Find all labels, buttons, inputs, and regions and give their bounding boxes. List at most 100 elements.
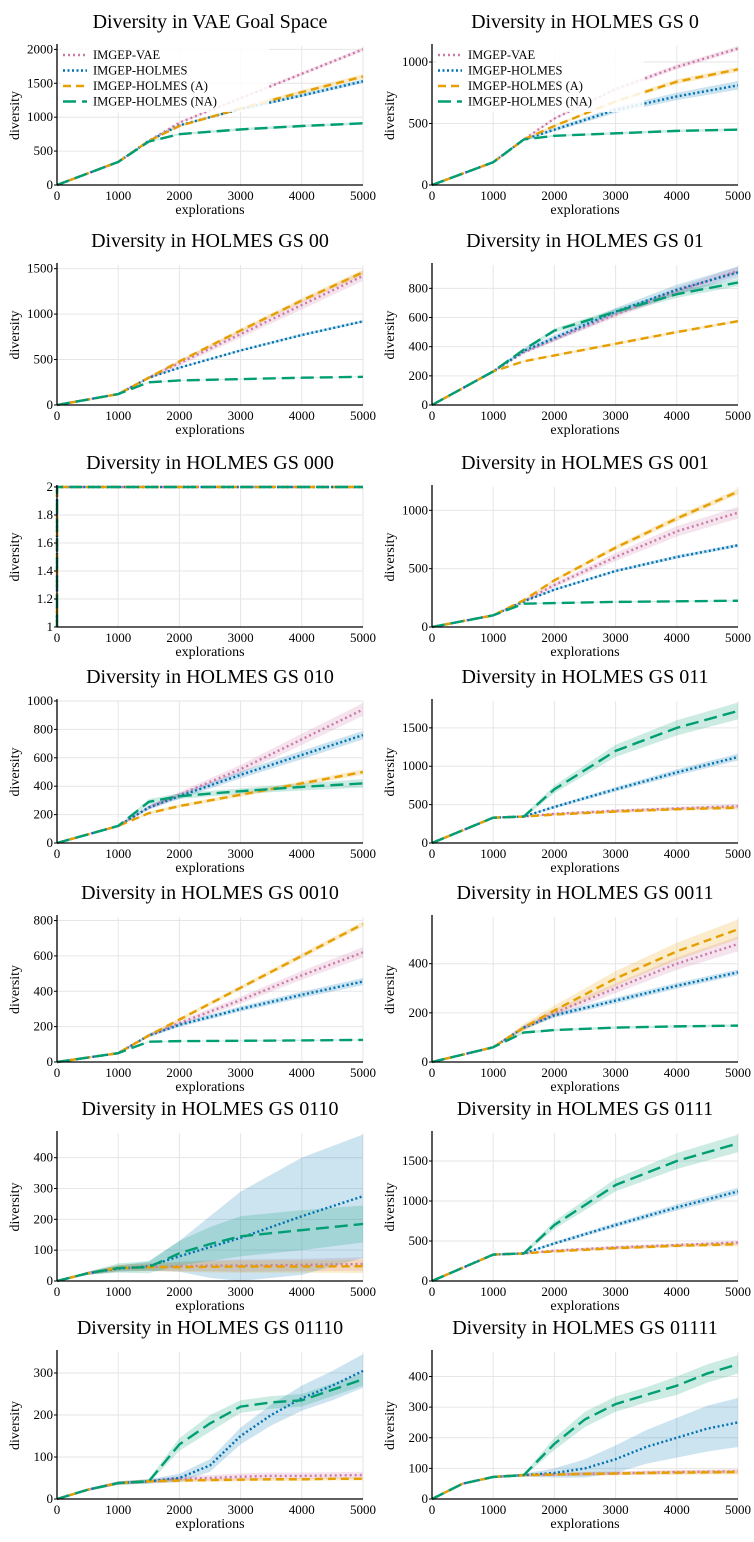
x-tick-label: 2000 <box>541 1502 567 1517</box>
series-band <box>432 543 738 627</box>
y-tick-label: 0 <box>47 835 54 850</box>
y-tick-label: 200 <box>34 1407 54 1422</box>
series-band <box>57 79 363 185</box>
y-tick-label: 0 <box>47 1491 54 1506</box>
series-line <box>56 1369 364 1501</box>
series-line <box>431 1243 739 1283</box>
y-axis-label: diversity <box>383 965 398 1014</box>
y-tick-label: 1.2 <box>37 591 53 606</box>
y-tick-label: 600 <box>409 310 429 325</box>
x-tick-label: 5000 <box>350 188 376 203</box>
y-tick-label: 0 <box>47 1054 54 1069</box>
x-tick-label: 4000 <box>289 846 315 861</box>
x-tick-label: 2000 <box>166 1065 192 1080</box>
x-tick-label: 2000 <box>166 1502 192 1517</box>
x-tick-label: 0 <box>54 1502 61 1517</box>
y-tick-label: 800 <box>34 913 54 928</box>
series-band <box>432 488 738 627</box>
y-axis-label: diversity <box>383 91 398 140</box>
legend-label: IMGEP-HOLMES <box>468 64 562 78</box>
x-axis-label: explorations <box>175 1517 244 1532</box>
series-line <box>431 942 739 1064</box>
series-band <box>57 487 363 627</box>
chart-title: Diversity in HOLMES GS 011 <box>461 666 708 688</box>
x-tick-label: 3000 <box>228 846 254 861</box>
y-axis-label: diversity <box>8 965 23 1014</box>
series-band <box>432 969 738 1062</box>
series-line <box>431 1363 739 1501</box>
x-tick-label: 3000 <box>228 630 254 645</box>
series-line <box>55 485 363 628</box>
x-tick-label: 5000 <box>725 1502 751 1517</box>
x-tick-label: 4000 <box>664 630 690 645</box>
chart-title: Diversity in HOLMES GS 00 <box>91 230 329 252</box>
x-axis-label: explorations <box>550 203 619 218</box>
x-tick-label: 3000 <box>228 408 254 423</box>
y-axis-label: diversity <box>8 748 23 797</box>
x-tick-label: 5000 <box>725 1065 751 1080</box>
y-tick-label: 300 <box>34 1181 54 1196</box>
x-axis-label: explorations <box>175 861 244 876</box>
y-tick-label: 500 <box>34 352 54 367</box>
y-tick-label: 1.8 <box>37 507 53 522</box>
y-tick-label: 300 <box>409 1399 429 1414</box>
y-tick-label: 500 <box>34 143 54 158</box>
y-tick-label: 600 <box>34 948 54 963</box>
y-tick-label: 200 <box>409 1430 429 1445</box>
y-axis-label: diversity <box>8 1401 23 1450</box>
x-tick-label: 2000 <box>166 846 192 861</box>
legend-label: IMGEP-HOLMES <box>93 64 187 78</box>
series-line <box>56 375 364 407</box>
series-line <box>56 1477 363 1501</box>
series-line <box>431 511 739 629</box>
x-tick-label: 1000 <box>480 1284 506 1299</box>
x-tick-label: 5000 <box>350 1284 376 1299</box>
y-tick-label: 0 <box>422 1273 429 1288</box>
x-tick-label: 3000 <box>603 408 629 423</box>
y-tick-label: 1000 <box>27 306 53 321</box>
y-tick-label: 200 <box>34 1211 54 1226</box>
series-band <box>57 769 363 843</box>
x-tick-label: 3000 <box>228 1065 254 1080</box>
series-band <box>432 506 738 627</box>
y-tick-label: 500 <box>409 1233 429 1248</box>
x-axis-label: explorations <box>550 1517 619 1532</box>
y-tick-label: 400 <box>409 1369 429 1384</box>
y-tick-label: 0 <box>422 1054 429 1069</box>
x-tick-label: 1000 <box>480 846 506 861</box>
legend-box <box>61 46 269 112</box>
series-line <box>431 928 739 1064</box>
x-tick-label: 3000 <box>603 846 629 861</box>
y-tick-label: 1 <box>47 619 54 634</box>
x-tick-label: 0 <box>54 630 61 645</box>
series-line <box>55 485 363 628</box>
x-tick-label: 1000 <box>480 1502 506 1517</box>
legend-label: IMGEP-HOLMES (A) <box>468 79 583 93</box>
chart-panel-3: Diversity in HOLMES GS 00 0 1000 2000 3000 40… <box>8 230 376 438</box>
x-tick-label: 4000 <box>289 630 315 645</box>
x-tick-label: 4000 <box>289 1284 315 1299</box>
y-tick-label: 1000 <box>27 693 53 708</box>
y-tick-label: 1000 <box>402 54 428 69</box>
x-tick-label: 1000 <box>480 1065 506 1080</box>
x-tick-label: 5000 <box>725 630 751 645</box>
chart-title: Diversity in HOLMES GS 001 <box>461 452 709 474</box>
series-line <box>56 320 364 407</box>
chart-title: Diversity in HOLMES GS 0011 <box>456 882 713 904</box>
y-tick-label: 300 <box>34 1365 54 1380</box>
x-tick-label: 5000 <box>350 630 376 645</box>
series-band <box>432 46 738 185</box>
y-tick-label: 400 <box>34 778 54 793</box>
y-axis-label: diversity <box>383 1183 398 1232</box>
series-line <box>431 599 739 629</box>
y-tick-label: 0 <box>422 1491 429 1506</box>
y-tick-label: 1000 <box>402 502 428 517</box>
legend-box <box>436 46 644 112</box>
y-tick-label: 2 <box>47 479 54 494</box>
x-tick-label: 3000 <box>603 1065 629 1080</box>
series-band <box>57 1477 363 1499</box>
